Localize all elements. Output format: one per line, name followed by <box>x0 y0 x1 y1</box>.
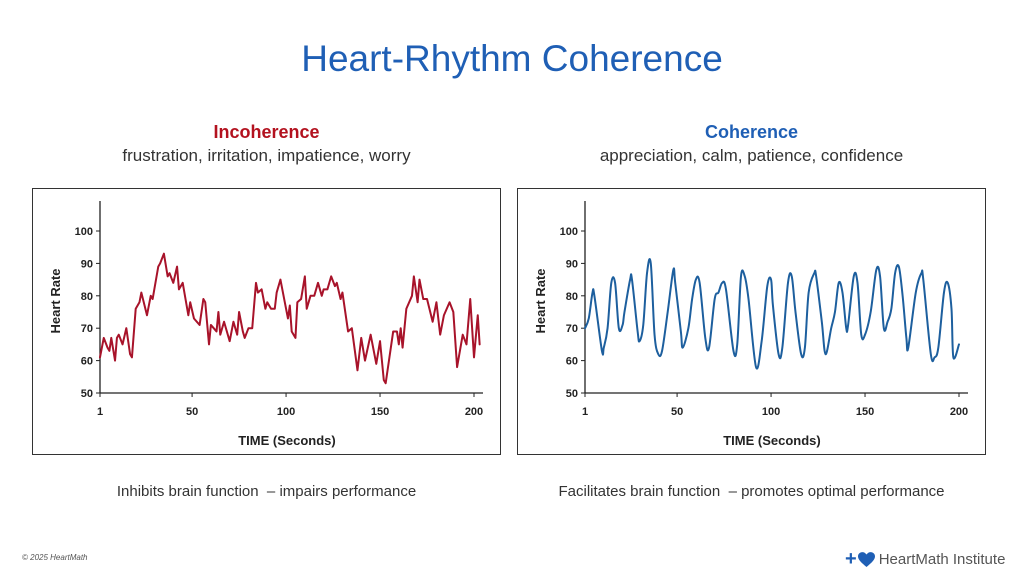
y-tick-label: 100 <box>75 226 93 238</box>
incoherence-heading: Incoherence <box>213 122 320 142</box>
y-tick-label: 100 <box>560 226 578 238</box>
x-tick-label: 150 <box>856 406 874 418</box>
y-axis-label: Heart Rate <box>533 268 548 333</box>
y-tick-label: 80 <box>566 291 578 303</box>
y-axis-label: Heart Rate <box>48 268 63 333</box>
y-tick-label: 60 <box>81 356 93 368</box>
x-tick-label: 50 <box>186 406 198 418</box>
copyright: © 2025 HeartMath <box>22 553 88 562</box>
coherence-caption: Facilitates brain function – promotes op… <box>558 483 945 500</box>
y-tick-label: 70 <box>566 323 578 335</box>
x-tick-label: 150 <box>371 406 389 418</box>
y-tick-label: 90 <box>566 258 578 270</box>
heart-rate-line <box>99 252 481 385</box>
heart-rate-line <box>584 258 960 370</box>
y-tick-label: 60 <box>566 356 578 368</box>
incoherence-caption: Inhibits brain function – impairs perfor… <box>116 483 417 500</box>
x-tick-label: 100 <box>762 406 780 418</box>
incoherence-chart: 50 60 70 80 90 100 1 50 100 150 200 TIME (Seconds) H… <box>32 188 501 455</box>
y-tick-label: 90 <box>81 258 93 270</box>
x-tick-label: 1 <box>97 406 103 418</box>
x-axis-label: TIME (Seconds) <box>723 433 821 448</box>
page-title: Heart-Rhythm Coherence <box>301 38 723 79</box>
x-axis-label: TIME (Seconds) <box>238 433 336 448</box>
coherence-chart: 50 60 70 80 90 100 1 50 100 150 200 TIME (Seconds) H… <box>517 188 986 455</box>
coherence-subtitle: appreciation, calm, patience, confidence <box>599 146 904 165</box>
y-tick-label: 80 <box>81 291 93 303</box>
x-tick-label: 100 <box>277 406 295 418</box>
incoherence-subtitle: frustration, irritation, impatience, wor… <box>122 146 411 165</box>
heart-icon <box>857 551 875 567</box>
y-tick-label: 70 <box>81 323 93 335</box>
x-tick-label: 200 <box>950 406 968 418</box>
plus-icon: + <box>845 548 857 570</box>
y-tick-label: 50 <box>81 388 93 400</box>
x-tick-label: 50 <box>671 406 683 418</box>
logo-text: HeartMath Institute <box>878 550 1006 568</box>
heartmath-logo: + HeartMath Institute <box>845 549 1005 569</box>
coherence-heading: Coherence <box>704 122 799 142</box>
x-tick-label: 1 <box>582 406 588 418</box>
y-tick-label: 50 <box>566 388 578 400</box>
x-tick-label: 200 <box>465 406 483 418</box>
